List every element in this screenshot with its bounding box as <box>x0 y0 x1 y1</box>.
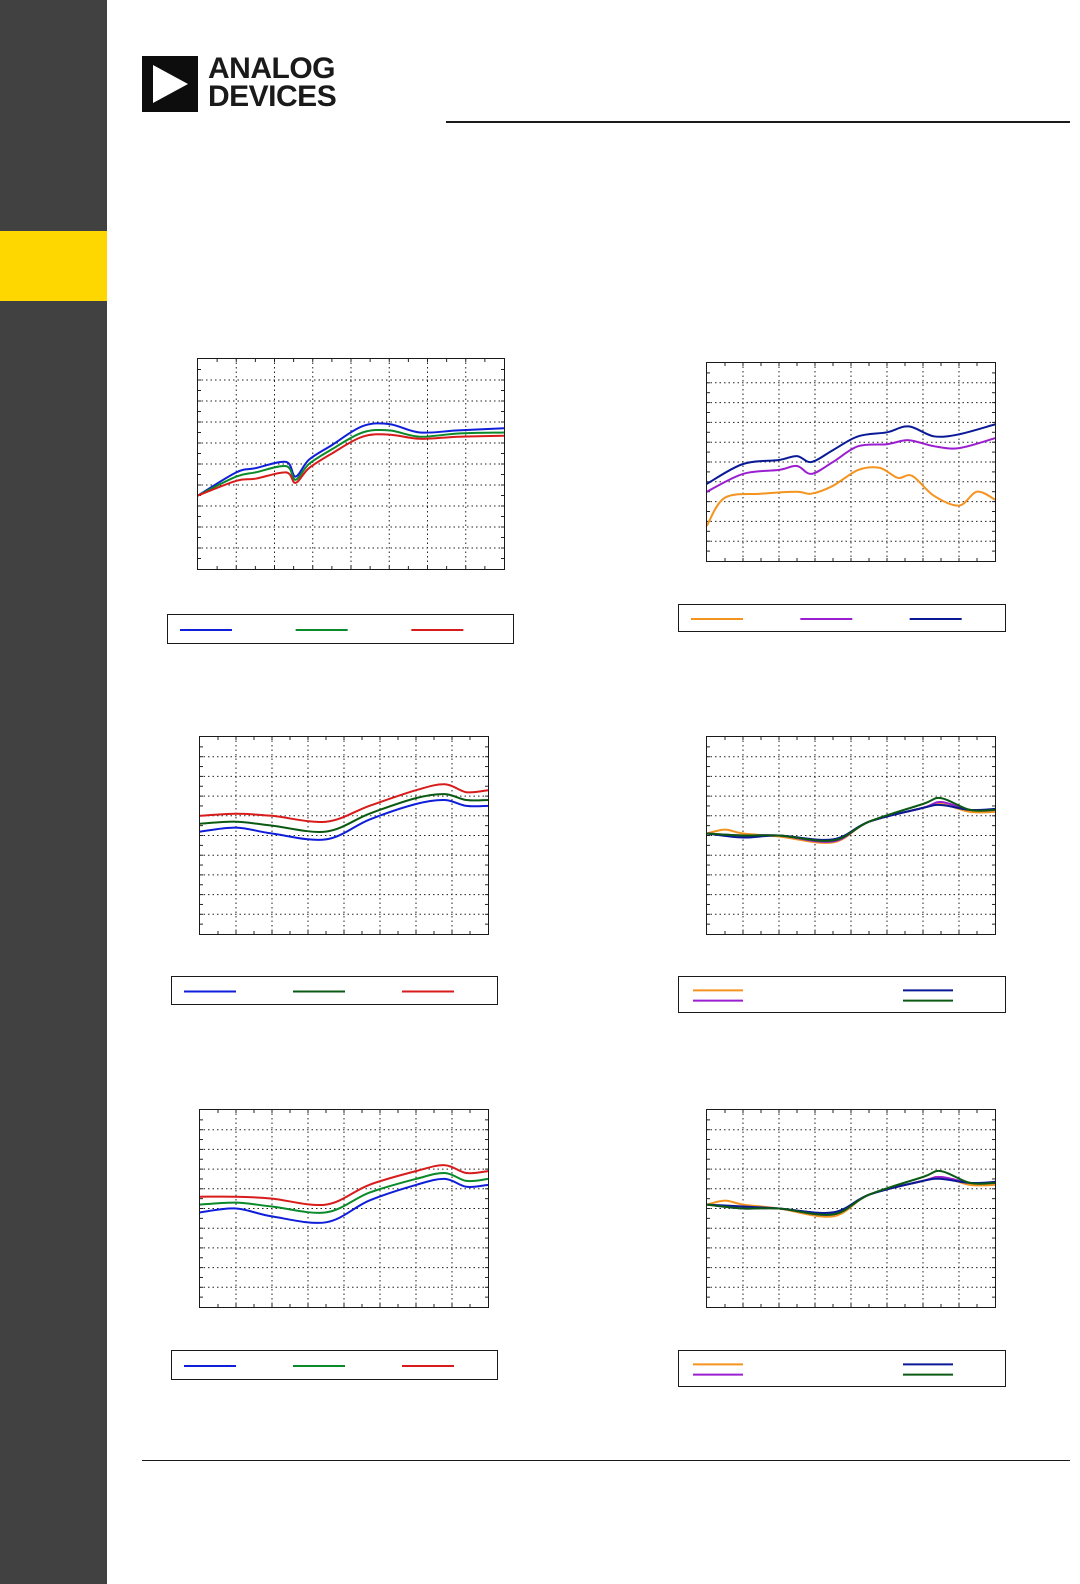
header-rule <box>446 121 1070 123</box>
plot-frame <box>199 736 489 935</box>
company-logo: ANALOG DEVICES <box>142 52 352 114</box>
plot-frame <box>199 1109 489 1308</box>
chart-grid <box>706 736 996 935</box>
logo-wordmark: ANALOG DEVICES <box>208 52 337 113</box>
series-line-1 <box>199 1177 489 1224</box>
chart-panel-3 <box>199 736 489 935</box>
series-line-1 <box>197 422 505 497</box>
series-line-1 <box>199 798 489 841</box>
chart-panel-6 <box>706 1109 996 1308</box>
legend-swatches <box>180 629 464 631</box>
chart-legend-1 <box>167 614 514 644</box>
footer-rule <box>142 1460 1070 1461</box>
series-line-4 <box>706 1169 996 1216</box>
logo-line-2: DEVICES <box>208 80 337 113</box>
chart-panel-2 <box>706 362 996 562</box>
series-line-2 <box>706 437 996 493</box>
series-line-3 <box>199 783 489 823</box>
plot-frame <box>706 736 996 935</box>
legend-swatches <box>693 989 953 1002</box>
series-line-2 <box>199 1171 489 1214</box>
legend-swatches <box>691 618 962 620</box>
legend-swatches <box>184 1365 454 1367</box>
series-line-2 <box>199 793 489 833</box>
logo-line-1: ANALOG <box>208 52 336 85</box>
chart-legend-2 <box>678 604 1006 632</box>
plot-frame <box>706 1109 996 1308</box>
series-line-3 <box>706 423 996 485</box>
series-line-1 <box>706 466 996 527</box>
series-line-2 <box>197 428 505 497</box>
series-line-3 <box>197 433 505 497</box>
chart-legend-3 <box>171 976 498 1005</box>
plot-frame <box>706 362 996 562</box>
plot-frame <box>197 358 505 570</box>
legend-swatches <box>693 1363 953 1376</box>
chart-grid <box>706 362 996 562</box>
series-line-4 <box>706 796 996 842</box>
chart-legend-4 <box>678 976 1006 1013</box>
logo-triangle-icon <box>142 56 198 112</box>
chart-grid <box>197 358 505 570</box>
chart-legend-6 <box>678 1350 1006 1387</box>
series-line-3 <box>199 1164 489 1207</box>
chart-panel-5 <box>199 1109 489 1308</box>
chart-panel-1 <box>197 358 505 570</box>
series-line-1 <box>706 1175 996 1218</box>
section-tab <box>0 231 107 301</box>
legend-swatches <box>184 990 454 993</box>
chart-panel-4 <box>706 736 996 935</box>
chart-legend-5 <box>171 1350 498 1380</box>
chart-grid <box>199 736 489 935</box>
